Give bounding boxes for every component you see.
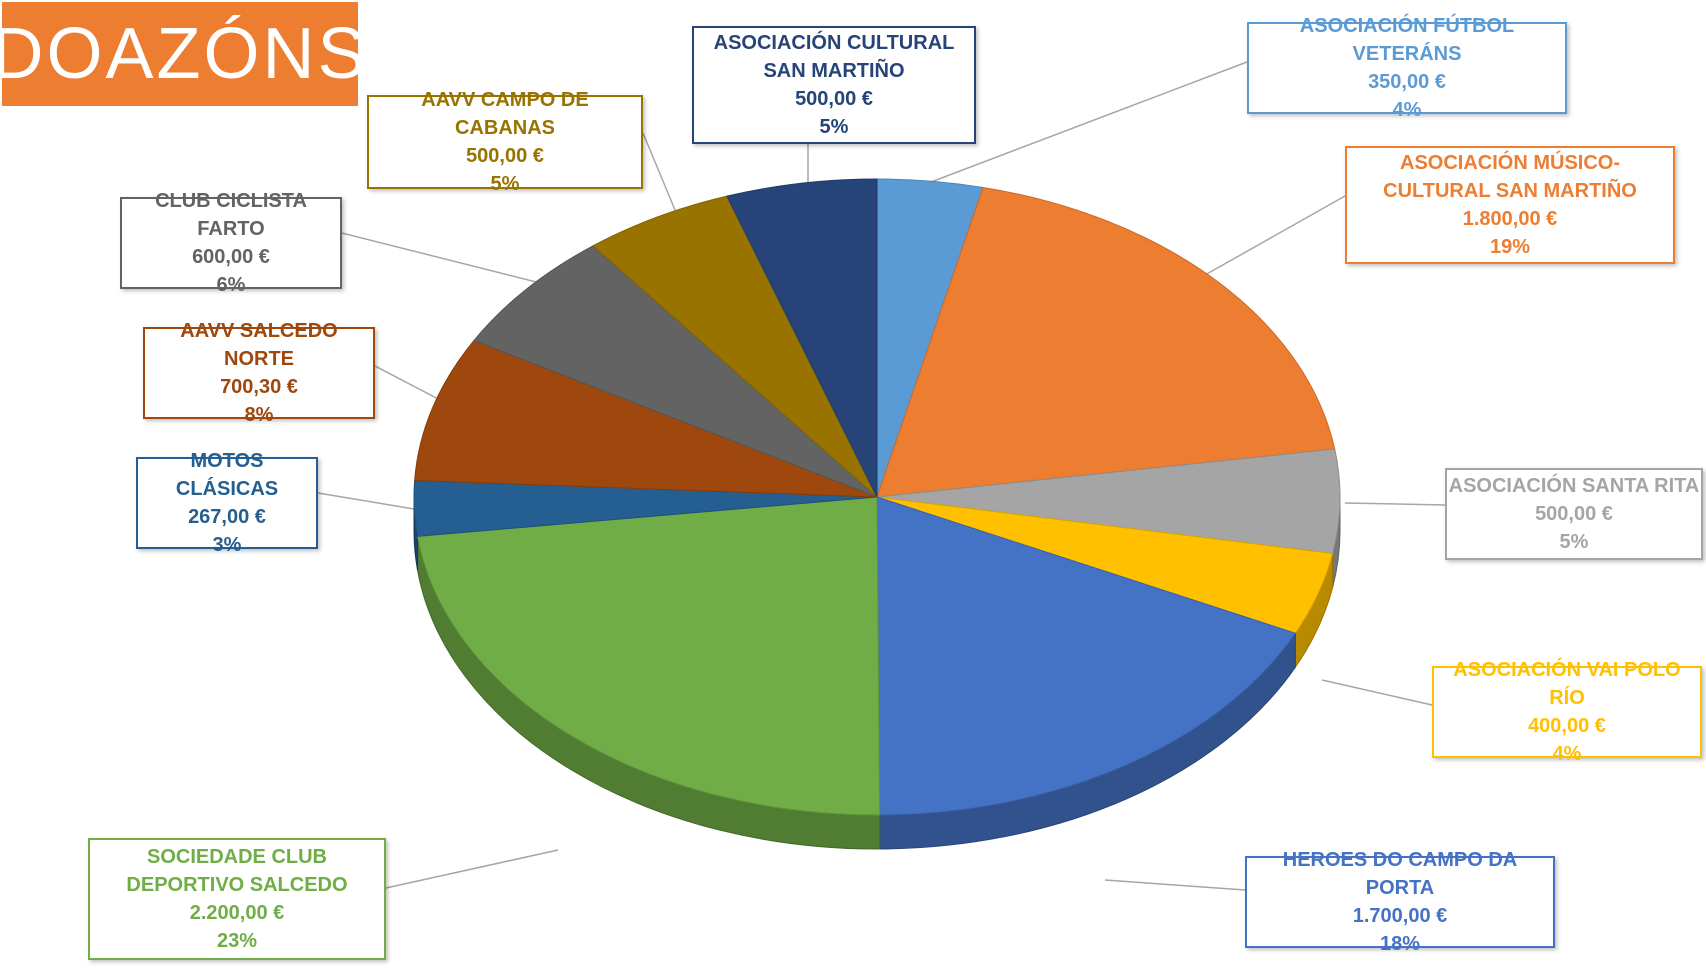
pie-slice-9 — [592, 195, 878, 498]
pie-slice-8 — [473, 245, 878, 498]
leader-line-3 — [1321, 679, 1433, 706]
slice-name: ASOCIACIÓN VAI POLO RÍO — [1453, 659, 1681, 709]
slice-value: 500,00 € — [466, 145, 544, 167]
data-label-1: ASOCIACIÓN MÚSICO-CULTURAL SAN MARTIÑO 1.… — [1345, 146, 1675, 264]
slice-value: 400,00 € — [1528, 715, 1606, 737]
pie-slice-4 — [876, 496, 1297, 816]
slice-value: 600,00 € — [192, 246, 270, 268]
slice-name: SOCIEDADE CLUB DEPORTIVO SALCEDO — [126, 846, 348, 896]
slice-name: AAVV CAMPO DE CABANAS — [421, 89, 589, 139]
pie-slice-5 — [416, 496, 881, 816]
pie-sides — [413, 496, 1341, 850]
leader-line-9 — [642, 132, 676, 211]
slice-name: AAVV SALCEDO NORTE — [180, 320, 338, 370]
data-label-5: SOCIEDADE CLUB DEPORTIVO SALCEDO 2.200,00… — [88, 838, 386, 960]
title-banner: DOAZÓNS — [0, 2, 366, 106]
slice-name: MOTOS CLÁSICAS — [175, 450, 279, 500]
slice-value: 500,00 € — [795, 88, 873, 110]
leader-line-0 — [930, 61, 1248, 183]
data-label-4: HEROES DO CAMPO DA PORTA 1.700,00 € 18% — [1245, 849, 1555, 955]
data-label-7: AAVV SALCEDO NORTE 700,30 € 8% — [143, 320, 375, 426]
pie-slice-10 — [726, 178, 878, 498]
slice-percent: 5% — [1559, 531, 1589, 553]
slice-percent: 3% — [212, 534, 242, 556]
slice-percent: 5% — [819, 116, 849, 138]
slice-percent: 5% — [490, 173, 520, 195]
data-label-2: ASOCIACIÓN SANTA RITA 500,00 € 5% — [1445, 468, 1703, 560]
leader-line-7 — [374, 365, 445, 403]
slice-percent: 19% — [1489, 236, 1531, 258]
pie-top — [413, 178, 1341, 816]
pie-slice-1 — [876, 186, 1336, 498]
slice-value: 1.800,00 € — [1462, 208, 1558, 230]
leader-line-1 — [1204, 195, 1346, 276]
slice-value: 350,00 € — [1368, 71, 1446, 93]
data-label-0: ASOCIACIÓN FÚTBOL VETERÁNS 350,00 € 4% — [1247, 15, 1567, 121]
slice-value: 700,30 € — [220, 376, 298, 398]
slice-percent: 18% — [1379, 933, 1421, 955]
slice-name: ASOCIACIÓN SANTA RITA — [1448, 475, 1700, 497]
leader-line-6 — [317, 492, 421, 511]
slice-percent: 23% — [216, 930, 258, 952]
slice-name: CLUB CICLISTA FARTO — [155, 190, 307, 240]
leader-line-5 — [385, 849, 559, 889]
leader-line-2 — [1344, 502, 1446, 506]
data-label-3: ASOCIACIÓN VAI POLO RÍO 400,00 € 4% — [1432, 659, 1702, 765]
slice-name: ASOCIACIÓN MÚSICO-CULTURAL SAN MARTIÑO — [1383, 152, 1637, 202]
data-label-10: ASOCIACIÓN CULTURAL SAN MARTIÑO 500,00 € 5… — [692, 26, 976, 144]
slice-value: 1.700,00 € — [1352, 905, 1448, 927]
slice-value: 267,00 € — [188, 506, 266, 528]
slice-name: ASOCIACIÓN CULTURAL SAN MARTIÑO — [713, 32, 955, 82]
data-label-8: CLUB CICLISTA FARTO 600,00 € 6% — [120, 190, 342, 296]
leader-line-8 — [341, 232, 549, 286]
slice-value: 500,00 € — [1535, 503, 1613, 525]
slice-percent: 4% — [1552, 743, 1582, 765]
pie-slice-7 — [414, 339, 878, 498]
data-label-6: MOTOS CLÁSICAS 267,00 € 3% — [136, 450, 318, 556]
leader-lines — [317, 61, 1446, 891]
slice-name: ASOCIACIÓN FÚTBOL VETERÁNS — [1299, 15, 1515, 65]
slice-percent: 4% — [1392, 99, 1422, 121]
slice-value: 2.200,00 € — [189, 902, 285, 924]
chart-title: DOAZÓNS — [0, 14, 369, 94]
data-label-9: AAVV CAMPO DE CABANAS 500,00 € 5% — [367, 89, 643, 195]
leader-line-4 — [1104, 879, 1246, 891]
slice-name: HEROES DO CAMPO DA PORTA — [1282, 849, 1518, 899]
slice-percent: 8% — [244, 404, 274, 426]
pie-slice-2 — [876, 448, 1341, 555]
slice-percent: 6% — [216, 274, 246, 296]
